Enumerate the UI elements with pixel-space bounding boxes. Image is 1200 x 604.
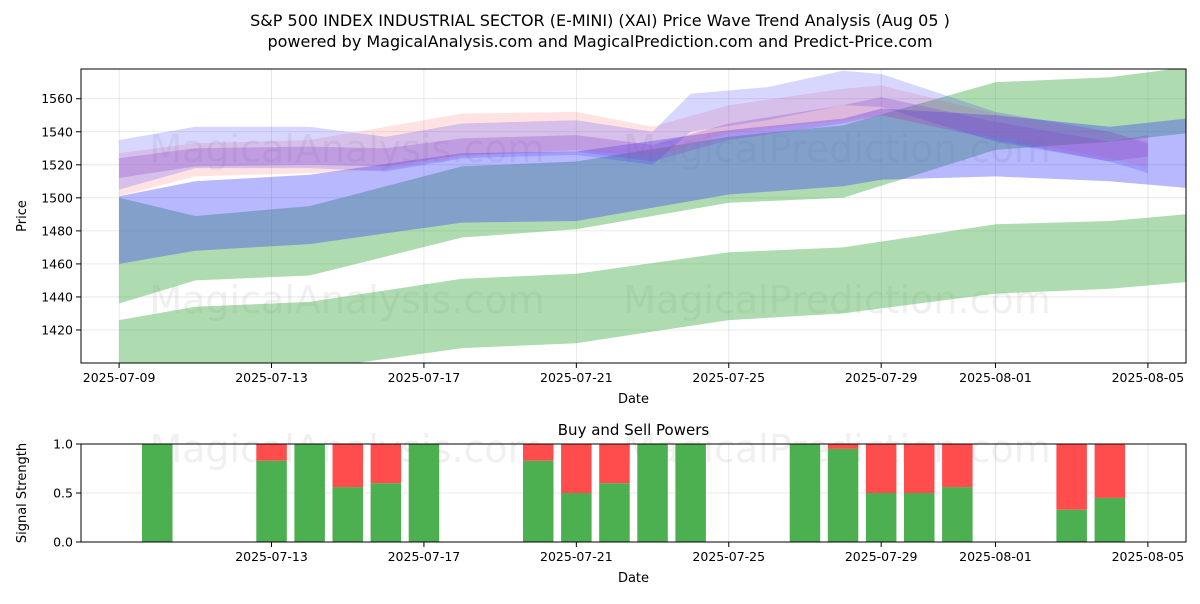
buy-sell-plot: MagicalAnalysis.comMagicalPrediction.com… [15,421,1187,586]
band-steel-blue-main [119,108,1186,264]
buy-bar [332,487,363,542]
buy-bar [942,487,973,542]
watermark-text: MagicalAnalysis.com [149,127,544,171]
sell-bar [523,444,554,461]
x-tick-label: 2025-08-05 [1112,370,1185,385]
sell-bar [332,444,363,488]
watermark-group: MagicalAnalysis.com MagicalPrediction.com… [149,127,1050,322]
sell-bar [827,444,859,449]
watermark-text: MagicalPrediction.com [623,127,1051,171]
buy-bar [142,444,173,542]
y-tick-label: 1.0 [53,437,73,452]
buy-bar [294,444,325,542]
x-tick-label: 2025-08-01 [959,370,1032,385]
buy-bar [408,444,440,542]
y-tick-label: 1500 [41,190,73,205]
sell-bar [865,444,897,493]
y-tick-label: 1480 [41,223,73,238]
buy-bar [637,444,668,542]
y-axis-label: Price [15,200,30,232]
x-tick-label: 2025-07-29 [845,549,918,564]
x-axis-label: Date [618,392,649,407]
x-tick-label: 2025-07-13 [235,370,308,385]
x-tick-label: 2025-07-13 [235,549,308,564]
chart-title: S&P 500 INDEX INDUSTRIAL SECTOR (E-MINI)… [250,11,950,30]
y-tick-label: 1560 [41,91,73,106]
sell-bar [942,444,973,488]
band-green-long-lower [119,214,1186,363]
band-red-wave [119,85,1148,197]
sell-bar [1094,444,1126,498]
y-tick-label: 1520 [41,157,73,172]
y-tick-label: 0.0 [53,535,73,550]
x-tick-label: 2025-07-29 [845,370,918,385]
x-tick-label: 2025-08-05 [1112,549,1185,564]
band-purple-wave [119,97,1148,178]
buy-bar [865,493,897,542]
x-tick-label: 2025-07-25 [692,370,765,385]
plot-frame [80,68,1187,364]
y-tick-label: 1460 [41,256,73,271]
y-tick-label: 1440 [41,289,73,304]
buy-bar [599,483,630,542]
x-tick-label: 2025-07-17 [388,549,461,564]
buy-bar [675,444,706,542]
y-axis-label: Signal Strength [15,443,30,543]
x-tick-label: 2025-08-01 [959,549,1032,564]
y-tick-label: 1540 [41,124,73,139]
buy-bar [827,448,859,542]
sell-bar [599,444,630,484]
band-blue-wave [119,70,1148,190]
x-tick-label: 2025-07-09 [83,370,156,385]
sell-bar [904,444,935,493]
buy-bar [561,493,592,542]
y-tick-label: 1420 [41,322,73,337]
buy-bar [370,483,402,542]
subplot-title: Buy and Sell Powers [558,421,710,439]
buy-bar [1056,509,1087,542]
price-wave-plot: MagicalAnalysis.com MagicalPrediction.com… [15,68,1187,407]
watermark-text: MagicalPrediction.com [623,278,1051,322]
x-tick-label: 2025-07-21 [540,370,613,385]
x-tick-label: 2025-07-21 [540,549,613,564]
sell-bar [256,444,287,461]
buy-bar [256,460,287,542]
buy-bar [1094,497,1126,542]
sell-bar [561,444,592,493]
chart-subtitle: powered by MagicalAnalysis.com and Magic… [267,32,932,51]
y-tick-label: 0.5 [53,486,73,501]
x-tick-label: 2025-07-17 [388,370,461,385]
band-group [119,69,1186,363]
buy-bar [789,444,821,542]
buy-bar [523,460,554,542]
sell-bar [1056,444,1087,510]
x-axis-label: Date [618,571,649,586]
band-green-long-upper [119,69,1186,304]
buy-bar [904,493,935,542]
sell-bar [370,444,402,484]
watermark-text: MagicalAnalysis.com [149,278,544,322]
x-tick-label: 2025-07-25 [692,549,765,564]
